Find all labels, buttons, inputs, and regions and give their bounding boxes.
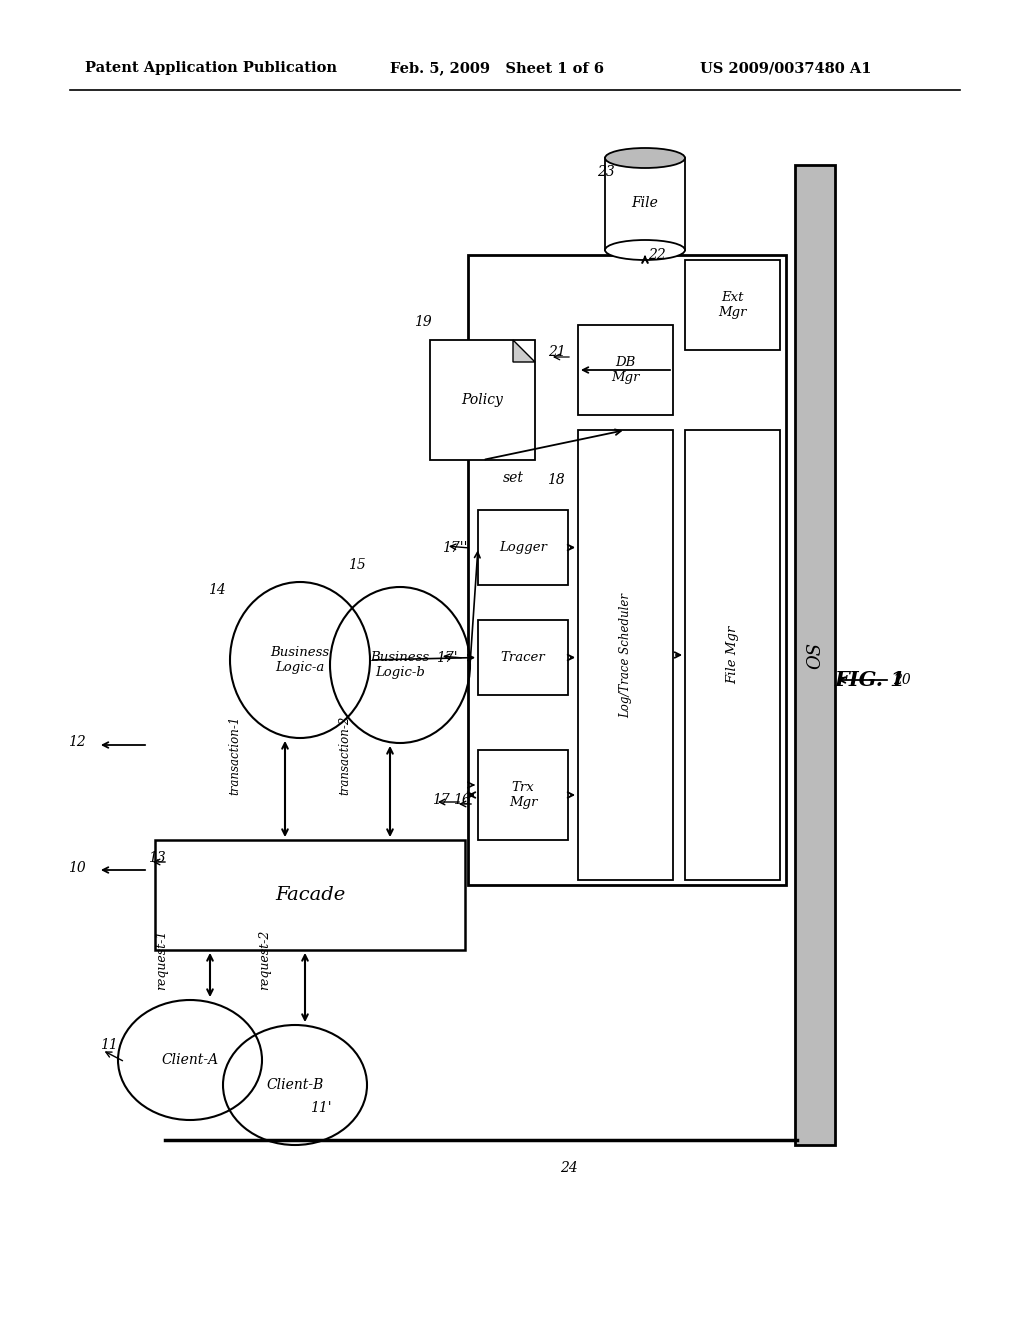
- Text: 11': 11': [310, 1101, 332, 1115]
- Text: 13: 13: [148, 851, 166, 865]
- Text: Client-A: Client-A: [162, 1053, 218, 1067]
- Ellipse shape: [605, 240, 685, 260]
- Text: 15: 15: [348, 558, 366, 572]
- Text: FIG. 1: FIG. 1: [835, 671, 905, 690]
- Bar: [578, 325, 673, 414]
- Bar: [685, 430, 780, 880]
- Text: 14: 14: [208, 583, 225, 597]
- Text: Feb. 5, 2009   Sheet 1 of 6: Feb. 5, 2009 Sheet 1 of 6: [390, 61, 604, 75]
- Text: Policy: Policy: [462, 393, 504, 407]
- Text: 24: 24: [560, 1162, 578, 1175]
- Bar: [578, 430, 673, 880]
- Text: 17'': 17'': [442, 541, 468, 554]
- Text: Trx
Mgr: Trx Mgr: [509, 781, 538, 809]
- Text: 17: 17: [432, 793, 450, 807]
- Text: request-2: request-2: [258, 929, 271, 990]
- Text: Log/Trace Scheduler: Log/Trace Scheduler: [618, 593, 632, 718]
- Text: 17': 17': [436, 651, 458, 665]
- Text: US 2009/0037480 A1: US 2009/0037480 A1: [700, 61, 871, 75]
- Text: DB
Mgr: DB Mgr: [611, 356, 640, 384]
- Text: Logger: Logger: [499, 541, 547, 554]
- Text: set: set: [503, 471, 524, 484]
- Text: 21: 21: [548, 345, 565, 359]
- Text: 19: 19: [414, 315, 432, 329]
- Text: transaction-2: transaction-2: [339, 715, 351, 795]
- Bar: [430, 341, 535, 459]
- Bar: [468, 255, 786, 884]
- Text: 10: 10: [68, 861, 86, 875]
- Text: 11: 11: [100, 1038, 118, 1052]
- Text: Business
Logic-a: Business Logic-a: [270, 645, 330, 675]
- Text: OS: OS: [806, 642, 824, 668]
- Text: 20: 20: [893, 673, 910, 686]
- Text: Ext
Mgr: Ext Mgr: [718, 290, 746, 319]
- Text: Facade: Facade: [274, 886, 345, 904]
- Bar: [685, 260, 780, 350]
- Text: File Mgr: File Mgr: [726, 626, 739, 684]
- Text: Client-B: Client-B: [266, 1078, 324, 1092]
- Text: transaction-1: transaction-1: [228, 715, 242, 795]
- Bar: [605, 158, 685, 249]
- Text: 18: 18: [547, 473, 565, 487]
- Ellipse shape: [605, 148, 685, 168]
- Text: 22: 22: [648, 248, 666, 261]
- Text: Patent Application Publication: Patent Application Publication: [85, 61, 337, 75]
- Polygon shape: [513, 341, 535, 362]
- Bar: [155, 840, 465, 950]
- Bar: [478, 510, 568, 585]
- Text: File: File: [632, 195, 658, 210]
- Bar: [478, 620, 568, 696]
- Text: 23: 23: [597, 165, 614, 180]
- Bar: [478, 750, 568, 840]
- Bar: [795, 165, 835, 1144]
- Text: Tracer: Tracer: [501, 651, 546, 664]
- Text: request-1: request-1: [156, 929, 169, 990]
- Text: Business
Logic-b: Business Logic-b: [371, 651, 429, 678]
- Text: 12: 12: [68, 735, 86, 748]
- Text: 16: 16: [453, 793, 471, 807]
